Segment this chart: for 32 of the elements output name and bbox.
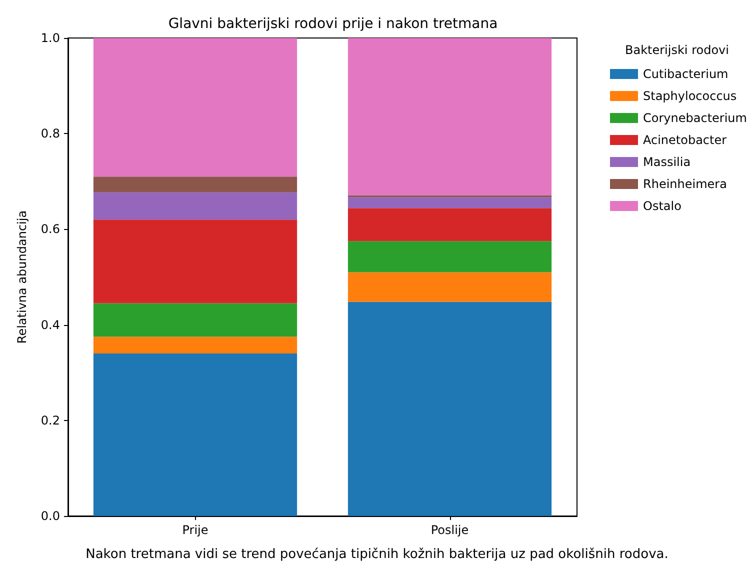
chart-title: Glavni bakterijski rodovi prije i nakon tretmana: [168, 16, 498, 32]
bar: [93, 303, 298, 337]
y-tick-label: 0.4: [40, 318, 60, 332]
bar: [93, 336, 298, 354]
y-tick-label: 0.2: [40, 413, 60, 428]
y-tick-label: 0.8: [40, 126, 60, 141]
bar: [348, 241, 552, 272]
legend-label: Rheinheimera: [643, 177, 727, 191]
bar: [348, 302, 552, 516]
bar: [348, 38, 552, 196]
legend-label: Acinetobacter: [643, 133, 727, 147]
bar: [348, 197, 552, 208]
bar: [93, 353, 298, 516]
legend-label: Ostalo: [643, 199, 682, 213]
bar: [93, 176, 298, 192]
y-tick-label: 0.0: [40, 509, 60, 523]
legend-label: Massilia: [643, 155, 691, 169]
legend-label: Cutibacterium: [643, 67, 728, 81]
y-tick-label: 1.0: [40, 31, 60, 45]
legend-title: Bakterijski rodovi: [625, 43, 729, 57]
bar: [93, 220, 298, 304]
bar: [348, 208, 552, 242]
bar: [348, 272, 552, 302]
x-tick-label: Poslije: [430, 523, 469, 537]
y-axis-title: Relativna abundancija: [15, 210, 29, 344]
bar: [93, 38, 298, 177]
y-tick-label: 0.6: [40, 222, 60, 236]
bar: [93, 192, 298, 220]
text: Nakon tretmana vidi se trend povećanja tipičnih kožnih bakterija uz pad okolišnih rodova.: [86, 547, 668, 562]
legend-label: Staphylococcus: [643, 89, 737, 103]
legend-label: Corynebacterium: [643, 111, 747, 125]
x-tick-label: Prije: [182, 523, 208, 537]
